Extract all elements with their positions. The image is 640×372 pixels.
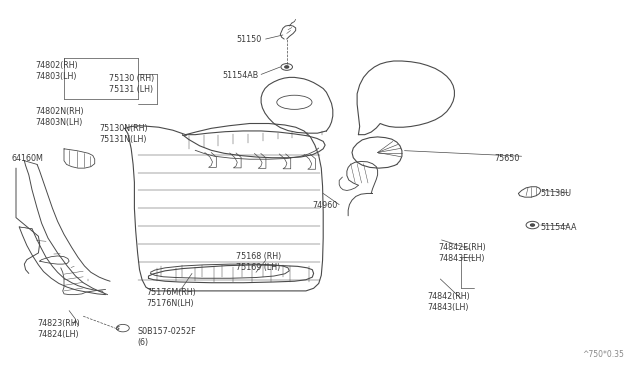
Text: 74842(RH)
74843(LH): 74842(RH) 74843(LH) bbox=[428, 292, 470, 312]
Text: 74842E(RH)
74843E(LH): 74842E(RH) 74843E(LH) bbox=[438, 243, 486, 263]
Text: 75130 (RH)
75131 (LH): 75130 (RH) 75131 (LH) bbox=[109, 74, 154, 94]
Text: 74802(RH)
74803(LH): 74802(RH) 74803(LH) bbox=[35, 61, 78, 81]
Text: 51150: 51150 bbox=[237, 35, 262, 44]
Circle shape bbox=[285, 66, 289, 68]
Text: S: S bbox=[116, 326, 120, 331]
Text: 51154AB: 51154AB bbox=[223, 71, 259, 80]
Text: ^750*0.35: ^750*0.35 bbox=[582, 350, 624, 359]
Text: 51138U: 51138U bbox=[541, 189, 572, 198]
Text: 64160M: 64160M bbox=[12, 154, 44, 163]
Text: 75168 (RH)
75169 (LH): 75168 (RH) 75169 (LH) bbox=[236, 252, 281, 272]
Text: 74802N(RH)
74803N(LH): 74802N(RH) 74803N(LH) bbox=[35, 107, 84, 127]
Circle shape bbox=[531, 224, 534, 226]
Text: 75176M(RH)
75176N(LH): 75176M(RH) 75176N(LH) bbox=[146, 288, 196, 308]
Text: 51154AA: 51154AA bbox=[541, 223, 577, 232]
Text: S0B157-0252F
(6): S0B157-0252F (6) bbox=[138, 327, 196, 347]
Text: 74960: 74960 bbox=[312, 201, 337, 210]
Text: 75130N(RH)
75131N(LH): 75130N(RH) 75131N(LH) bbox=[99, 124, 148, 144]
Text: 75650: 75650 bbox=[494, 154, 520, 163]
Text: 74823(RH)
74824(LH): 74823(RH) 74824(LH) bbox=[37, 319, 80, 339]
